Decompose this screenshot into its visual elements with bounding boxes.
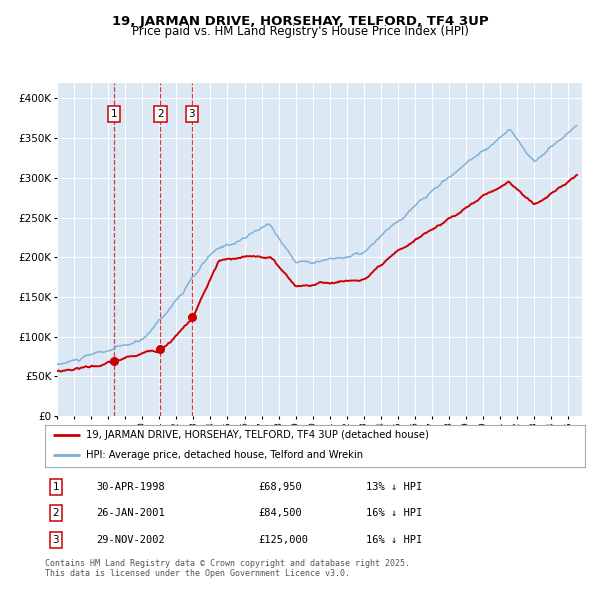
Text: £84,500: £84,500 [259, 509, 302, 518]
Text: 2: 2 [52, 509, 59, 518]
Text: £68,950: £68,950 [259, 482, 302, 492]
Text: 1: 1 [110, 109, 117, 119]
Text: 13% ↓ HPI: 13% ↓ HPI [366, 482, 422, 492]
Text: 16% ↓ HPI: 16% ↓ HPI [366, 535, 422, 545]
Text: 2: 2 [157, 109, 164, 119]
Text: 26-JAN-2001: 26-JAN-2001 [96, 509, 165, 518]
Text: Price paid vs. HM Land Registry's House Price Index (HPI): Price paid vs. HM Land Registry's House … [131, 25, 469, 38]
Text: 19, JARMAN DRIVE, HORSEHAY, TELFORD, TF4 3UP: 19, JARMAN DRIVE, HORSEHAY, TELFORD, TF4… [112, 15, 488, 28]
Text: Contains HM Land Registry data © Crown copyright and database right 2025.
This d: Contains HM Land Registry data © Crown c… [45, 559, 410, 578]
Text: HPI: Average price, detached house, Telford and Wrekin: HPI: Average price, detached house, Telf… [86, 450, 362, 460]
Text: 1: 1 [52, 482, 59, 492]
Text: 16% ↓ HPI: 16% ↓ HPI [366, 509, 422, 518]
Text: 3: 3 [188, 109, 195, 119]
Text: 19, JARMAN DRIVE, HORSEHAY, TELFORD, TF4 3UP (detached house): 19, JARMAN DRIVE, HORSEHAY, TELFORD, TF4… [86, 431, 428, 440]
Text: 3: 3 [52, 535, 59, 545]
Text: 30-APR-1998: 30-APR-1998 [96, 482, 165, 492]
Text: 29-NOV-2002: 29-NOV-2002 [96, 535, 165, 545]
Text: £125,000: £125,000 [259, 535, 308, 545]
